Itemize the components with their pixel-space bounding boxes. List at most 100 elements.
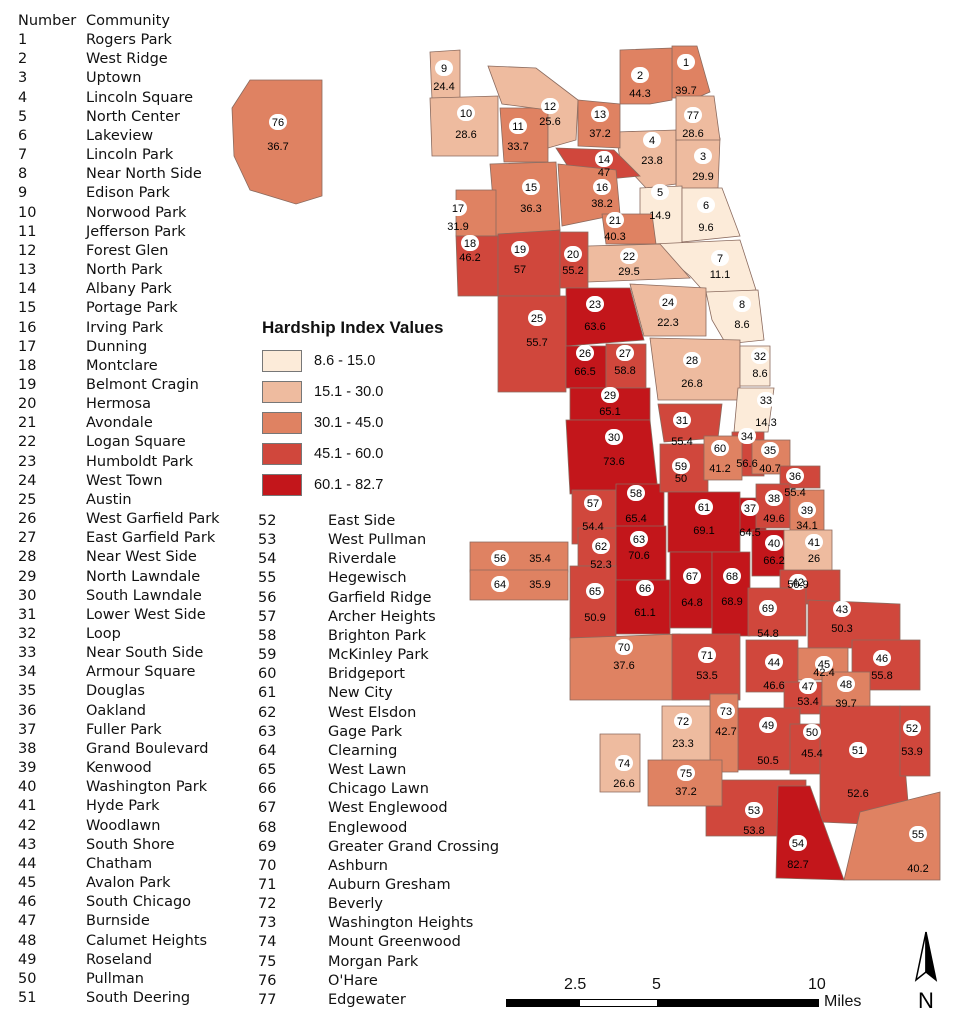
map-community-number: 67: [686, 571, 698, 583]
community-name: East Side: [328, 513, 396, 529]
community-label-66: 66 61.1: [634, 580, 656, 619]
community-label-8: 88.6: [733, 296, 751, 331]
legend: Hardship Index Values 8.6 - 15.0 15.1 - 3…: [262, 318, 443, 503]
community-name: West Ridge: [86, 51, 168, 68]
community-number-bubble: [765, 490, 783, 506]
north-label: N: [918, 988, 934, 1013]
community-number-bubble: [591, 106, 609, 122]
map-hardship-value: 34.1: [796, 520, 817, 532]
community-label-39: 39 34.1: [796, 502, 818, 532]
community-number-bubble: [798, 502, 816, 518]
map-hardship-value: 23.8: [641, 155, 662, 167]
community-label-55: 55 40.2: [907, 826, 929, 875]
community-label-49: 49 50.5: [757, 717, 779, 767]
community-number-bubble: [677, 765, 695, 781]
community-row: 37 Fuller Park: [18, 721, 220, 740]
community-number-bubble: [509, 118, 527, 134]
map-hardship-value: 50: [675, 473, 687, 485]
map-community-number: 45: [818, 659, 830, 671]
community-label-69: 69 54.8: [757, 600, 779, 640]
community-name: Albany Park: [86, 281, 172, 298]
community-number-bubble: [759, 717, 777, 733]
map-community-number: 18: [464, 238, 476, 250]
map-community-number: 23: [589, 299, 601, 311]
community-name: Near South Side: [86, 645, 204, 662]
community-number-bubble: [759, 600, 777, 616]
community-number: 69: [258, 838, 277, 855]
map-community-number: 33: [760, 395, 772, 407]
community-number: 11: [18, 223, 37, 240]
community-number: 15: [18, 300, 37, 317]
community-row: 50 Pullman: [18, 970, 220, 989]
community-name: South Lawndale: [86, 587, 202, 604]
community-row: 53 West Pullman: [258, 531, 499, 550]
header-number: Number: [18, 13, 77, 29]
community-name: Woodlawn: [86, 817, 161, 834]
community-name: South Chicago: [86, 894, 192, 911]
map-hardship-value: 40.7: [759, 463, 780, 475]
community-number: 16: [18, 319, 37, 336]
community-name: Kenwood: [86, 760, 152, 777]
community-area-23: [565, 287, 645, 347]
community-label-1: 139.7: [675, 54, 697, 97]
map-hardship-value: 28.6: [455, 129, 476, 141]
community-name: Beverly: [328, 896, 383, 913]
legend-swatch: [262, 473, 302, 496]
community-row: 23 Humboldt Park: [18, 453, 220, 472]
legend-item: 30.1 - 45.0: [262, 410, 443, 435]
community-number: 58: [258, 627, 277, 644]
community-name: Lincoln Park: [86, 147, 174, 164]
community-label-60: 60 41.2: [709, 440, 731, 475]
community-number: 29: [18, 568, 37, 585]
map-community-number: 11: [512, 121, 523, 133]
community-number-bubble: [711, 250, 729, 266]
map-hardship-value: 57: [514, 264, 526, 276]
community-label-65: 65 50.9: [584, 583, 606, 624]
map-hardship-value: 50.3: [831, 623, 852, 635]
community-row: 28 Near West Side: [18, 548, 220, 567]
community-number-bubble: [522, 179, 540, 195]
community-number-bubble: [595, 151, 613, 167]
community-name: Forest Glen: [86, 242, 169, 259]
community-row: 3 Uptown: [18, 69, 220, 88]
map-community-number: 26: [579, 348, 591, 360]
map-hardship-value: 55.2: [562, 265, 583, 277]
community-area-28: [649, 337, 741, 401]
map-community-number: 28: [686, 355, 698, 367]
community-number-bubble: [837, 676, 855, 692]
map-community-number: 27: [619, 348, 631, 360]
community-name: Hermosa: [86, 396, 151, 413]
map-hardship-value: 8.6: [734, 319, 749, 331]
community-row: 30 South Lawndale: [18, 587, 220, 606]
community-row: 11 Jefferson Park: [18, 223, 220, 242]
community-number-bubble: [511, 241, 529, 257]
community-name: Belmont Cragin: [86, 376, 199, 393]
community-label-28: 28 26.8: [681, 352, 703, 390]
map-community-number: 52: [906, 723, 918, 735]
community-number-bubble: [733, 296, 751, 312]
community-name: Ashburn: [328, 857, 388, 874]
community-number: 33: [18, 645, 37, 662]
map-community-number: 66: [639, 583, 651, 595]
community-name: Calumet Heights: [86, 932, 208, 949]
community-row: 58 Brighton Park: [258, 627, 499, 646]
map-community-number: 46: [876, 653, 888, 665]
community-name: West Pullman: [328, 532, 427, 549]
community-label-48: 48 39.7: [835, 676, 857, 710]
community-area-52: [899, 705, 931, 777]
map-hardship-value: 22.3: [657, 317, 678, 329]
community-name: West Elsdon: [328, 704, 417, 721]
community-number-bubble: [673, 412, 691, 428]
community-label-15: 15 36.3: [520, 179, 542, 215]
community-number-bubble: [683, 568, 701, 584]
community-name: Greater Grand Crossing: [328, 838, 500, 855]
community-label-24: 24 22.3: [657, 294, 679, 329]
community-label-21: 21 40.3: [604, 212, 626, 243]
community-row: 7 Lincoln Park: [18, 146, 220, 165]
community-name: Bridgeport: [328, 666, 405, 683]
map-hardship-value: 45.4: [801, 748, 822, 760]
map-hardship-value: 64.8: [681, 597, 702, 609]
community-name: Rogers Park: [86, 32, 172, 49]
map-community-number: 8: [739, 299, 745, 311]
